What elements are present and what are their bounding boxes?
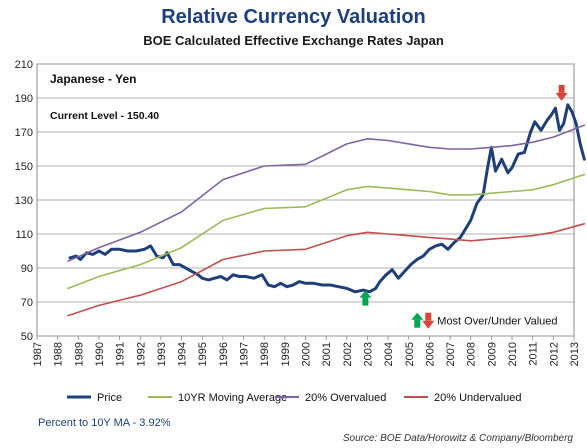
x-tick-label: 1993 bbox=[156, 342, 168, 366]
y-tick-label: 110 bbox=[15, 229, 33, 241]
series-line-20-undervalued bbox=[67, 223, 586, 317]
legend: Price 10YR Moving Average 20% Overvalued 20… bbox=[67, 392, 521, 404]
arrow-shaft bbox=[425, 312, 432, 321]
x-tick-label: 2013 bbox=[569, 342, 581, 366]
series-line-10yr-moving-average bbox=[67, 173, 586, 290]
legend-down-arrow-icon bbox=[422, 312, 435, 329]
x-tick-label: 1994 bbox=[177, 342, 189, 366]
y-tick-label: 150 bbox=[15, 161, 33, 173]
chart-title: Relative Currency Valuation bbox=[161, 6, 426, 28]
legend-label: Price bbox=[97, 392, 122, 404]
x-tick-label: 2000 bbox=[301, 342, 313, 366]
x-tick-label: 1995 bbox=[197, 342, 209, 366]
arrow-head bbox=[422, 320, 435, 329]
x-tick-label: 1999 bbox=[280, 342, 292, 366]
x-tick-label: 1996 bbox=[218, 342, 230, 366]
series-lines bbox=[67, 103, 586, 317]
y-tick-label: 70 bbox=[21, 297, 33, 309]
x-tick-label: 1992 bbox=[135, 342, 147, 366]
x-tick-label: 1988 bbox=[53, 342, 65, 366]
x-tick-label: 2009 bbox=[486, 342, 498, 366]
y-tick-label: 90 bbox=[21, 263, 33, 275]
legend-label: 10YR Moving Average bbox=[178, 392, 287, 404]
x-tick-label: 2012 bbox=[548, 342, 560, 366]
arrow-head bbox=[359, 290, 372, 298]
percent-to-ma: Percent to 10Y MA - 3.92% bbox=[38, 417, 171, 429]
x-tick-label: 2004 bbox=[383, 342, 395, 366]
series-line-price bbox=[68, 103, 586, 294]
most-overvalued-arrow-icon bbox=[555, 84, 568, 101]
most-undervalued-arrow-icon bbox=[359, 290, 372, 306]
series-line-20-overvalued bbox=[67, 124, 586, 262]
x-tick-label: 1989 bbox=[73, 342, 85, 366]
x-tick-label: 2001 bbox=[321, 342, 333, 366]
marker-legend-label: Most Over/Under Valued bbox=[437, 316, 557, 328]
legend-label: 20% Overvalued bbox=[305, 392, 386, 404]
arrow-shaft bbox=[558, 84, 565, 93]
grid-lines bbox=[36, 63, 575, 337]
arrow-head bbox=[411, 312, 424, 320]
x-tick-label: 2008 bbox=[466, 342, 478, 366]
legend-label: 20% Undervalued bbox=[434, 392, 521, 404]
extreme-markers bbox=[359, 84, 568, 306]
source-note: Source: BOE Data/Horowitz & Company/Bloo… bbox=[342, 433, 573, 444]
x-tick-label: 2002 bbox=[342, 342, 354, 366]
current-level-label: Current Level - 150.40 bbox=[50, 110, 159, 122]
x-tick-label: 1987 bbox=[32, 342, 44, 366]
x-tick-label: 1997 bbox=[239, 342, 251, 366]
y-axis: 50 70 90 110 130 150 170 190 210 bbox=[15, 59, 33, 343]
arrow-shaft bbox=[414, 319, 421, 328]
annotations: Japanese - Yen Current Level - 150.40 Most… bbox=[50, 72, 558, 329]
y-tick-label: 190 bbox=[15, 93, 33, 105]
x-tick-label: 2010 bbox=[507, 342, 519, 366]
y-tick-label: 170 bbox=[15, 127, 33, 139]
currency-label: Japanese - Yen bbox=[50, 72, 137, 86]
x-axis: 1987 1988 1989 1990 1991 1992 1993 1994 1995 1996… bbox=[32, 336, 581, 366]
x-tick-label: 2011 bbox=[528, 342, 540, 366]
legend-up-arrow-icon bbox=[411, 312, 424, 328]
x-tick-label: 1998 bbox=[259, 342, 271, 366]
y-tick-label: 130 bbox=[15, 195, 33, 207]
arrow-shaft bbox=[362, 297, 369, 306]
chart-subtitle: BOE Calculated Effective Exchange Rates … bbox=[143, 33, 444, 48]
x-tick-label: 1991 bbox=[115, 342, 127, 366]
x-tick-label: 2007 bbox=[445, 342, 457, 366]
arrow-head bbox=[555, 92, 568, 101]
y-tick-label: 50 bbox=[21, 331, 33, 343]
x-tick-label: 2003 bbox=[362, 342, 374, 366]
x-tick-label: 1990 bbox=[94, 342, 106, 366]
x-tick-label: 2006 bbox=[424, 342, 436, 366]
y-tick-label: 210 bbox=[15, 59, 33, 71]
x-tick-label: 2005 bbox=[404, 342, 416, 366]
